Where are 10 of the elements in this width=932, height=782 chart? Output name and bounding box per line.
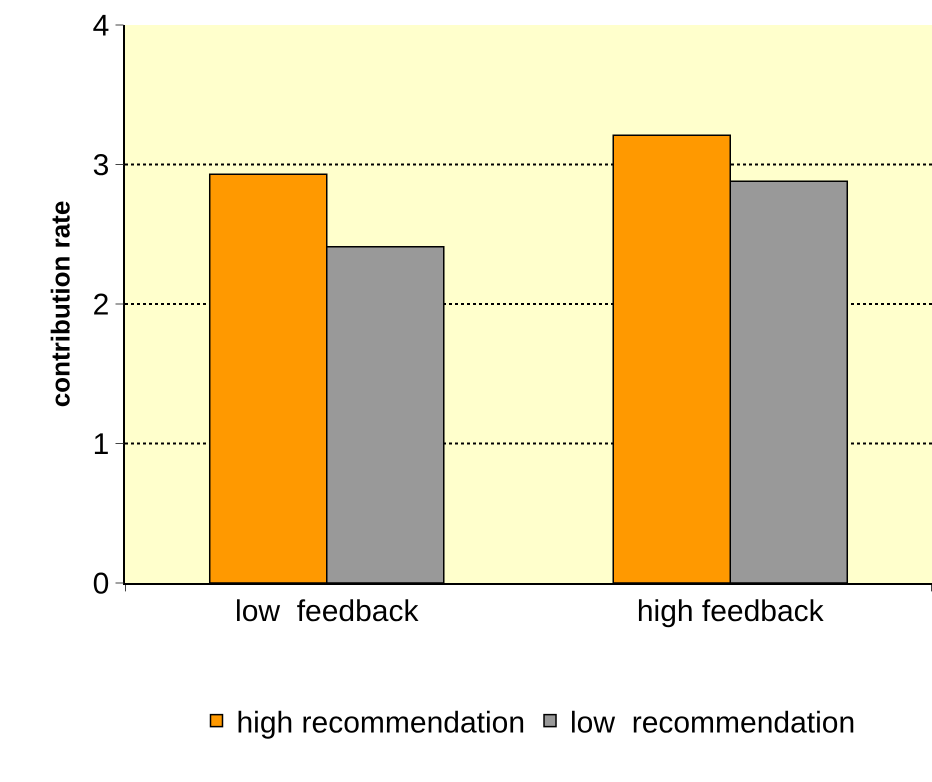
legend-label: low recommendation xyxy=(570,706,856,740)
y-tick-label: 4 xyxy=(92,10,110,42)
y-tick-label: 2 xyxy=(92,288,110,322)
y-axis-title: contribution rate xyxy=(45,200,76,408)
y-tick-label: 3 xyxy=(92,149,110,182)
legend-label: high recommendation xyxy=(236,706,526,740)
y-tick-label: 0 xyxy=(92,568,110,600)
x-tick-label: low feedback xyxy=(235,594,420,628)
x-tick-label: high feedback xyxy=(636,594,825,628)
y-tick-label: 1 xyxy=(92,428,110,461)
